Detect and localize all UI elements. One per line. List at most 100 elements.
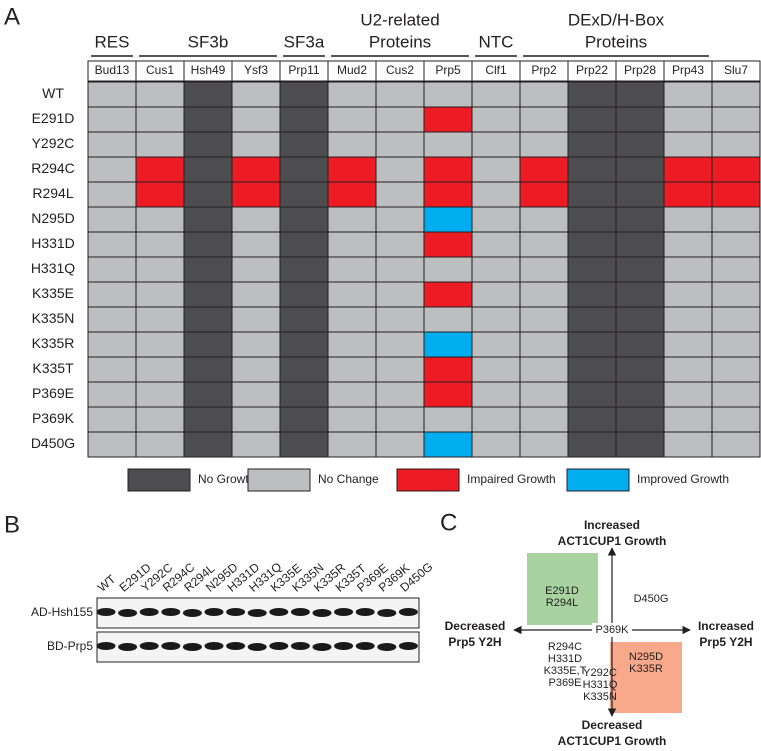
grid-cell	[183, 281, 233, 308]
grid-cell	[327, 231, 377, 258]
blot-band	[312, 609, 332, 617]
column-header: Ysf3	[244, 63, 268, 77]
grid-cell	[279, 406, 329, 433]
grid-cell	[87, 331, 137, 358]
grid-cell	[327, 406, 377, 433]
grid-cell	[231, 381, 281, 408]
row-label: WT	[42, 85, 64, 101]
grid-cell	[375, 131, 425, 158]
diagram-label: ACT1CUP1 Growth	[558, 534, 667, 548]
diagram-label: K335N	[583, 691, 617, 703]
grid-cell	[471, 181, 521, 208]
legend-swatch	[127, 468, 191, 492]
grid-cell	[471, 406, 521, 433]
grid-cell	[327, 431, 377, 458]
group-label: DExD/H-Box	[568, 10, 665, 29]
grid-cell	[711, 81, 761, 108]
row-label: D450G	[31, 435, 75, 451]
blot-band	[269, 608, 289, 616]
grid-cell	[135, 306, 185, 333]
legend-label: No Change	[318, 472, 379, 486]
grid-cell	[183, 381, 233, 408]
group-label: Proteins	[585, 32, 647, 51]
grid-cell	[87, 306, 137, 333]
grid-cell	[519, 206, 569, 233]
grid-cell	[279, 131, 329, 158]
blot-band	[118, 609, 138, 617]
blot-band	[247, 609, 267, 617]
grid-cell	[663, 231, 713, 258]
blot-band	[161, 642, 181, 650]
grid-cell	[711, 431, 761, 458]
grid-cell	[279, 181, 329, 208]
grid-cell	[663, 356, 713, 383]
blot-band	[377, 609, 397, 617]
column-header: Cus1	[146, 63, 174, 77]
grid-cell	[711, 381, 761, 408]
grid-cell	[615, 81, 665, 108]
row-label: K335R	[32, 335, 75, 351]
panel-label: B	[4, 511, 20, 538]
quadrant-box	[610, 642, 682, 713]
grid-cell	[87, 381, 137, 408]
column-header: Prp28	[624, 63, 656, 77]
grid-cell	[327, 106, 377, 133]
grid-cell	[135, 106, 185, 133]
grid-cell	[519, 356, 569, 383]
blot-band	[355, 642, 375, 650]
grid-cell	[375, 431, 425, 458]
column-header-box	[711, 60, 761, 82]
legend-label: Improved Growth	[637, 472, 729, 486]
grid-cell	[471, 81, 521, 108]
grid-cell	[423, 131, 473, 158]
grid-cell	[279, 431, 329, 458]
column-header: Prp2	[531, 63, 557, 77]
grid-cell	[183, 431, 233, 458]
grid-cell	[567, 81, 617, 108]
grid-cell	[615, 231, 665, 258]
row-label: K335N	[32, 310, 75, 326]
grid-cell	[231, 181, 281, 208]
row-label: K335T	[32, 360, 74, 376]
grid-cell	[87, 106, 137, 133]
grid-cell	[327, 156, 377, 183]
grid-cell	[711, 206, 761, 233]
grid-cell	[663, 106, 713, 133]
grid-cell	[519, 331, 569, 358]
diagram-label: H331Q	[583, 679, 618, 691]
grid-cell	[423, 331, 473, 358]
grid-cell	[231, 406, 281, 433]
group-label: SF3a	[284, 32, 325, 51]
diagram-label: Decreased	[582, 718, 643, 732]
grid-cell	[567, 131, 617, 158]
grid-cell	[375, 406, 425, 433]
grid-cell	[567, 181, 617, 208]
diagram-label: H331D	[548, 653, 582, 665]
blot-band	[355, 608, 375, 616]
grid-cell	[519, 406, 569, 433]
diagram-label: K335E,T	[544, 665, 587, 677]
grid-cell	[279, 331, 329, 358]
grid-cell	[471, 131, 521, 158]
blot-band	[139, 608, 159, 616]
grid-cell	[327, 181, 377, 208]
grid-cell	[423, 106, 473, 133]
grid-cell	[711, 156, 761, 183]
diagram-label: Increased	[698, 619, 754, 633]
grid-cell	[663, 81, 713, 108]
grid-cell	[615, 381, 665, 408]
grid-cell	[567, 156, 617, 183]
group-label: Proteins	[369, 32, 431, 51]
row-label: P369E	[32, 385, 74, 401]
grid-cell	[135, 81, 185, 108]
grid-cell	[567, 281, 617, 308]
grid-cell	[87, 356, 137, 383]
blot-band	[247, 643, 267, 651]
grid-cell	[711, 306, 761, 333]
grid-cell	[663, 181, 713, 208]
grid-cell	[471, 356, 521, 383]
grid-cell	[135, 131, 185, 158]
grid-cell	[711, 356, 761, 383]
blot-label: BD-Prp5	[47, 639, 93, 653]
grid-cell	[663, 406, 713, 433]
